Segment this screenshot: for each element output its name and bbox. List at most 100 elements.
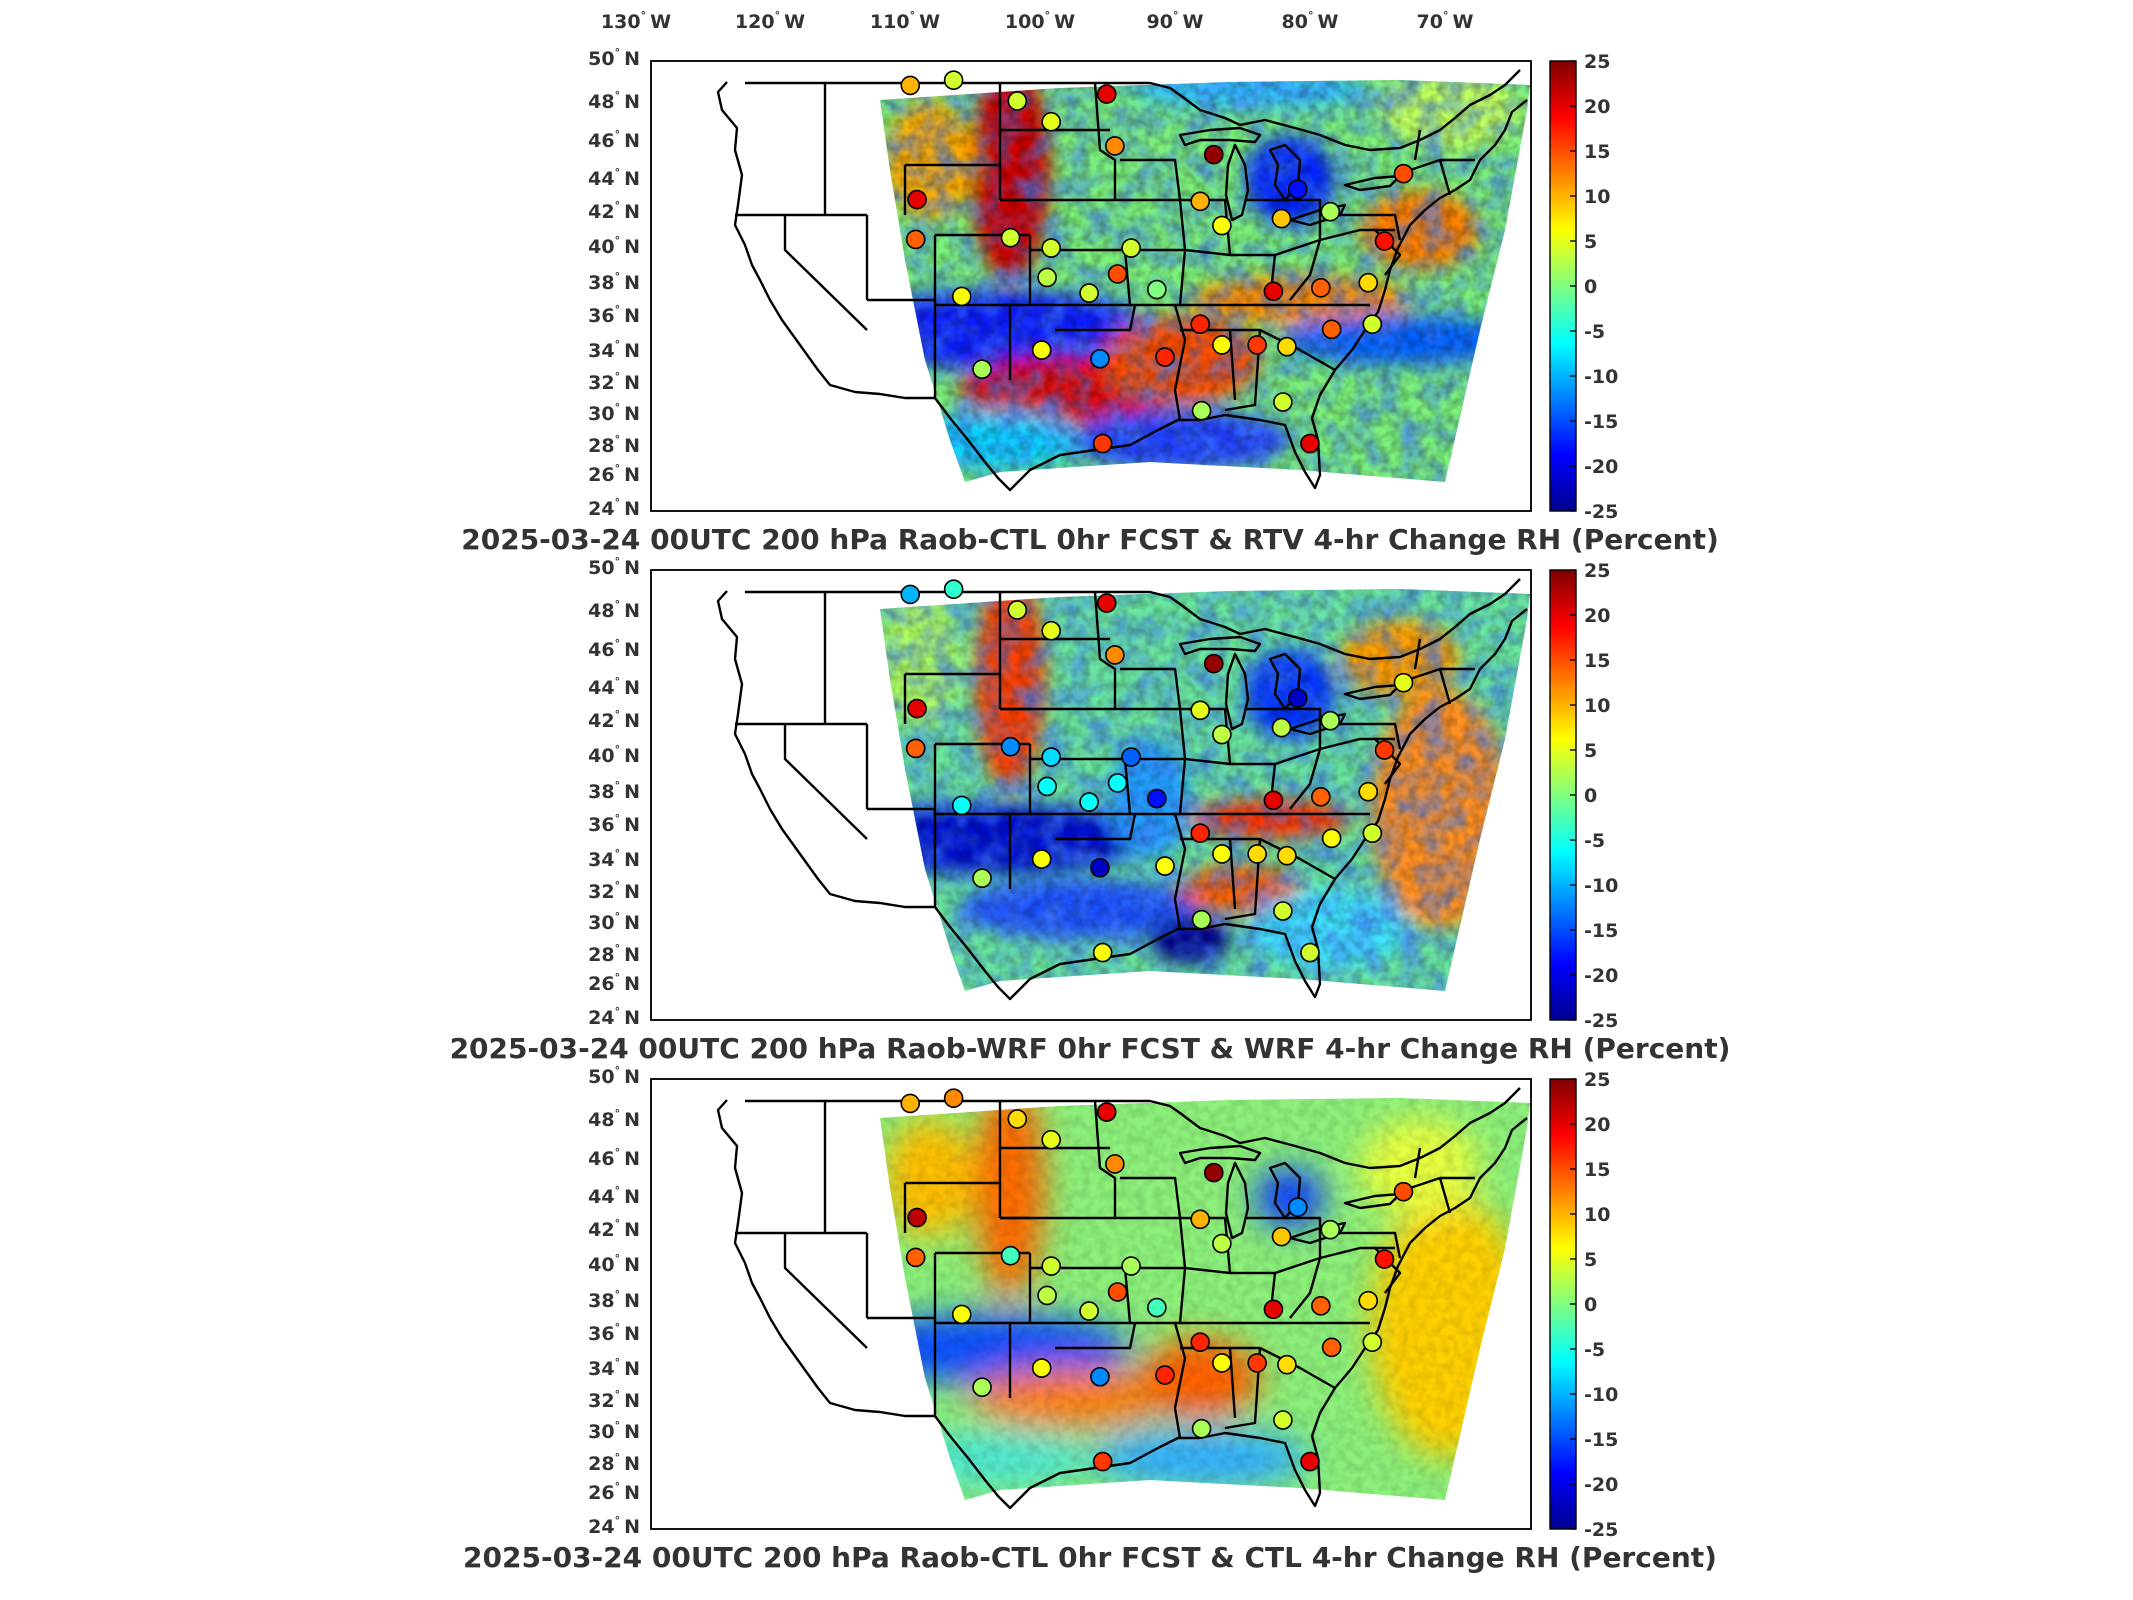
raob-station-marker — [1321, 319, 1342, 340]
raob-station-marker — [1358, 272, 1379, 293]
latitude-tick-label: 48° N — [588, 598, 640, 622]
colorbar-tick-label: 10 — [1584, 1204, 1610, 1226]
raob-station-marker — [1287, 688, 1308, 709]
raob-station-marker — [900, 1093, 921, 1114]
raob-station-marker — [1203, 1162, 1224, 1183]
raob-station-marker — [1155, 347, 1175, 367]
raob-station-marker — [1321, 1337, 1342, 1358]
raob-station-marker — [1320, 201, 1341, 222]
colorbar-tick-label: 25 — [1584, 560, 1610, 582]
latitude-tick-label: 46° N — [588, 1146, 640, 1170]
raob-station-marker — [1247, 1353, 1267, 1373]
raob-station-marker — [1121, 1256, 1141, 1276]
panel-title: 2025-03-24 00UTC 200 hPa Raob-CTL 0hr FC… — [463, 1541, 1717, 1574]
colorbar-tick-label: 20 — [1584, 605, 1610, 627]
latitude-tick-label: 34° N — [588, 338, 640, 362]
raob-station-marker — [1190, 314, 1211, 334]
latitude-tick-label: 26° N — [588, 462, 640, 486]
raob-station-marker — [1320, 1219, 1341, 1240]
colorbar-tick-label: 0 — [1584, 1294, 1597, 1316]
raob-station-marker — [1287, 1197, 1308, 1218]
longitude-tick-label: 120° W — [735, 9, 805, 33]
raob-station-marker — [1096, 1102, 1117, 1122]
latitude-tick-label: 32° N — [588, 1388, 640, 1412]
raob-station-marker — [1147, 279, 1167, 300]
raob-station-marker — [1107, 264, 1128, 284]
longitude-tick-label: 130° W — [601, 9, 671, 33]
colorbar-tick-label: -15 — [1584, 1429, 1618, 1451]
raob-station-marker — [1041, 1129, 1061, 1150]
raob-station-marker — [1358, 1290, 1379, 1311]
raob-station-marker — [1041, 111, 1061, 132]
raob-station-marker — [951, 286, 972, 307]
raob-station-marker — [1263, 1299, 1284, 1320]
raob-station-marker — [1287, 179, 1308, 200]
colorbar-tick-label: 20 — [1584, 96, 1610, 118]
raob-station-marker — [972, 868, 992, 888]
raob-station-marker — [1121, 747, 1141, 767]
latitude-tick-label: 38° N — [588, 1288, 640, 1312]
raob-station-marker — [972, 1377, 992, 1397]
latitude-tick-label: 34° N — [588, 1356, 640, 1380]
raob-station-marker — [1362, 314, 1383, 334]
raob-station-marker — [1320, 710, 1341, 731]
raob-station-marker — [1190, 1332, 1211, 1352]
colorbar-tick-label: 15 — [1584, 1159, 1610, 1181]
raob-station-marker — [1271, 208, 1292, 229]
latitude-tick-label: 44° N — [588, 166, 640, 190]
latitude-tick-label: 30° N — [588, 1419, 640, 1443]
raob-station-marker — [1031, 1358, 1052, 1378]
raob-station-marker — [1271, 717, 1292, 738]
axes-and-colorbars: 50° N 48° N 46° N 44° N 42° N 40° N 38° N 36° N 34° N 32° N… — [450, 46, 1731, 1574]
colorbar-tick-label: 25 — [1584, 51, 1610, 73]
raob-station-marker — [1107, 773, 1128, 793]
colorbar-tick-label: 25 — [1584, 1069, 1610, 1091]
raob-marker-layer — [900, 70, 1414, 454]
raob-station-marker — [1090, 857, 1110, 878]
raob-station-marker — [905, 1247, 926, 1268]
latitude-tick-label: 26° N — [588, 971, 640, 995]
raob-station-marker — [1393, 163, 1414, 184]
raob-station-marker — [1147, 1297, 1167, 1318]
latitude-tick-label: 26° N — [588, 1480, 640, 1504]
colorbar-tick-label: 10 — [1584, 695, 1610, 717]
raob-station-marker — [1096, 593, 1117, 613]
latitude-tick-label: 24° N — [588, 496, 640, 520]
raob-station-marker — [1212, 724, 1232, 745]
map-panel-raob-wrf — [650, 569, 1532, 1021]
raob-station-marker — [1311, 1296, 1331, 1316]
raob-marker-layer — [900, 1088, 1414, 1472]
raob-station-marker — [1155, 1365, 1175, 1385]
raob-station-marker — [1191, 909, 1212, 930]
raob-station-marker — [1037, 1285, 1057, 1306]
raob-station-marker — [1000, 227, 1021, 248]
raob-station-marker — [1190, 700, 1211, 721]
colorbar-tick-label: -25 — [1584, 501, 1618, 523]
latitude-tick-label: 32° N — [588, 370, 640, 394]
raob-station-marker — [1155, 856, 1175, 876]
raob-station-marker — [1092, 942, 1113, 963]
latitude-tick-label: 42° N — [588, 708, 640, 732]
colorbar-tick-label: -15 — [1584, 411, 1618, 433]
raob-station-marker — [943, 579, 964, 600]
raob-station-marker — [1203, 144, 1224, 165]
raob-station-marker — [1362, 823, 1383, 843]
raob-station-marker — [1247, 844, 1267, 864]
raob-station-marker — [1212, 215, 1232, 236]
latitude-tick-label: 48° N — [588, 89, 640, 113]
raob-station-marker — [1277, 1354, 1297, 1375]
colorbar-tick-label: 15 — [1584, 141, 1610, 163]
raob-station-marker — [1096, 84, 1117, 104]
raob-station-marker — [1190, 1209, 1211, 1230]
raob-station-marker — [1247, 335, 1267, 355]
latitude-tick-label: 42° N — [588, 1217, 640, 1241]
latitude-tick-label: 30° N — [588, 401, 640, 425]
raob-station-marker — [905, 229, 926, 250]
latitude-tick-label: 46° N — [588, 128, 640, 152]
latitude-tick-label: 40° N — [588, 743, 640, 767]
raob-station-marker — [1000, 1245, 1021, 1266]
latitude-tick-label: 30° N — [588, 910, 640, 934]
longitude-tick-label: 110° W — [870, 9, 940, 33]
raob-station-marker — [1300, 433, 1320, 454]
